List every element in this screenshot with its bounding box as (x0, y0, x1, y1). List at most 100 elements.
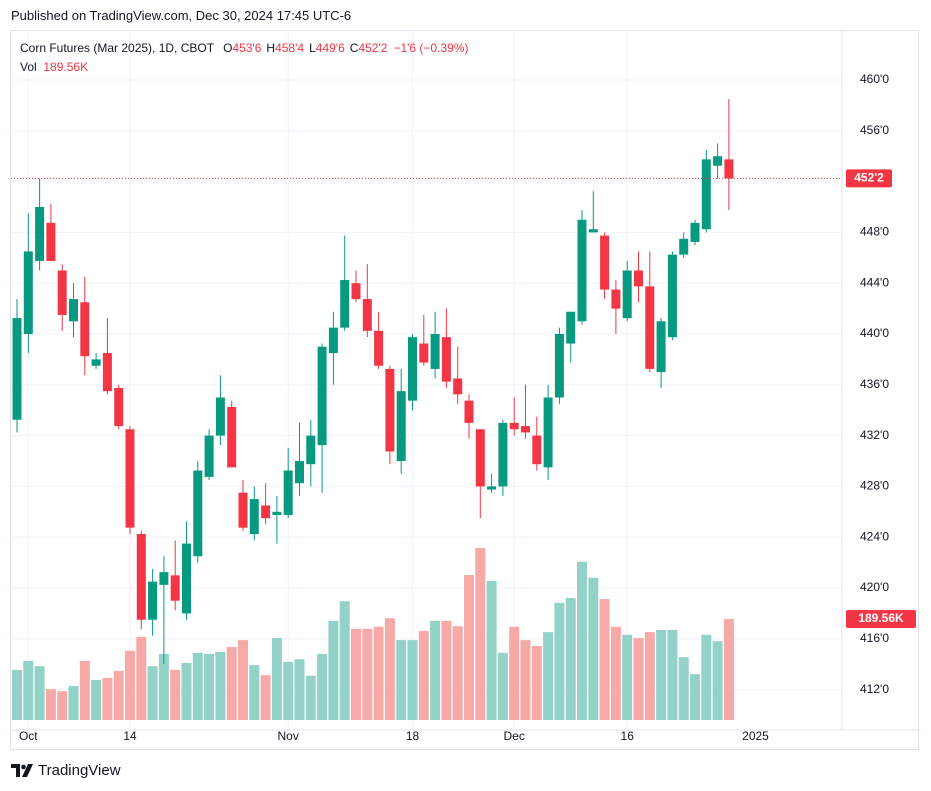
volume-bar (554, 602, 565, 720)
volume-bar (418, 631, 429, 720)
candle-body (679, 238, 689, 255)
volume-bar (226, 647, 237, 720)
candle-body (690, 222, 700, 242)
volume-bar (192, 652, 203, 720)
volume-bar (215, 651, 226, 720)
y-tick-label: 424'0 (860, 529, 889, 543)
volume-bar (452, 626, 463, 720)
candle-body (351, 283, 361, 300)
candle-body (532, 435, 542, 465)
volume-bar (113, 670, 124, 720)
x-tick-label: Oct (19, 729, 38, 743)
volume-bar (79, 660, 90, 720)
candle-body (487, 486, 497, 490)
volume-bar (723, 619, 734, 720)
volume-bar (712, 641, 723, 720)
candle-body (272, 511, 282, 515)
x-tick-label: 14 (123, 729, 137, 743)
candle-body (283, 470, 293, 515)
candle-body (57, 270, 67, 315)
candle-body (102, 353, 112, 392)
chart: 412'0 416'0 420'0 424'0 428'0 432'0 436'0 440'0… (10, 30, 919, 750)
ohlc-value: 449'6 (315, 41, 345, 55)
candle-body (645, 286, 655, 369)
volume-bar (305, 675, 316, 720)
volume-bar (407, 640, 418, 720)
volume-bar (283, 661, 294, 720)
volume-bar (667, 629, 678, 720)
y-tick-label: 428'0 (860, 479, 889, 493)
candle-body (80, 302, 90, 357)
symbol-line: Corn Futures (Mar 2025), 1D, CBOT O453'6 H… (20, 39, 468, 58)
candle-body (91, 359, 101, 366)
x-tick-label: 2025 (742, 729, 769, 743)
candle-body (170, 575, 180, 601)
brand: TradingView (11, 762, 121, 779)
volume-bar (271, 637, 282, 720)
candle-body (430, 334, 440, 369)
candle-body (306, 435, 316, 465)
volume-bar (91, 680, 102, 720)
frame-border (10, 30, 919, 750)
x-tick-label: 16 (621, 729, 635, 743)
volume-bar (690, 674, 700, 720)
volume-bar (158, 653, 169, 720)
candle-body (159, 572, 169, 585)
candle-body (238, 492, 248, 528)
volume-bar (45, 689, 56, 720)
candle-body (328, 327, 338, 354)
volume-bar (294, 659, 305, 720)
volume-bar (260, 675, 271, 720)
volume-title: Vol (20, 60, 37, 74)
brand-logo (11, 763, 33, 777)
candle-body (667, 254, 677, 338)
volume-line: Vol 189.56K (20, 58, 468, 77)
volume-bar (362, 628, 373, 720)
ohlc-value: 453'6 (232, 41, 262, 55)
candle-body (724, 159, 734, 179)
volume-bar (610, 626, 621, 720)
volume-bar (317, 653, 328, 720)
volume-label: 189.56K (858, 611, 904, 625)
y-tick-label: 440'0 (860, 326, 889, 340)
candle-body (622, 270, 632, 319)
volume-bar (204, 653, 215, 720)
y-tick-label: 444'0 (860, 275, 889, 289)
candle-body (35, 207, 45, 261)
volume-bar (351, 628, 361, 720)
candle-body (509, 422, 519, 430)
candle-body (182, 543, 191, 614)
candle-body (713, 156, 723, 166)
volume-bar (430, 620, 441, 720)
volume-bar (23, 660, 34, 720)
symbol: Corn Futures (Mar 2025), 1D, CBOT (20, 41, 215, 55)
volume-bar (12, 669, 22, 720)
candle-body (554, 334, 564, 398)
candle-body (362, 299, 372, 331)
volume-bar (328, 620, 339, 720)
volume-bar (170, 669, 181, 720)
volume-value: 189.56K (43, 60, 89, 74)
candle-body (453, 378, 463, 395)
x-tick-label: 18 (406, 729, 420, 743)
change: −1'6 (−0.39%) (393, 41, 469, 55)
candle-body (114, 387, 124, 427)
volume-bar (249, 665, 260, 720)
volume-bar (441, 620, 452, 720)
volume-bar (57, 691, 68, 720)
y-tick-label: 460'0 (860, 72, 889, 86)
candle-body (295, 461, 304, 484)
legend: Corn Futures (Mar 2025), 1D, CBOT O453'6 H… (20, 39, 468, 77)
candle-body (441, 337, 451, 382)
volume-bar (577, 561, 587, 720)
y-tick-label: 448'0 (860, 225, 889, 239)
volume-bar (475, 547, 486, 720)
y-tick-label: 436'0 (860, 377, 889, 391)
candle-body (498, 422, 508, 487)
candle-body (46, 222, 56, 261)
last-price-box (846, 169, 892, 188)
candle-body (317, 346, 327, 446)
y-tick-label: 432'0 (860, 428, 889, 442)
candle-body (136, 534, 146, 620)
x-tick-label: Nov (278, 729, 299, 743)
